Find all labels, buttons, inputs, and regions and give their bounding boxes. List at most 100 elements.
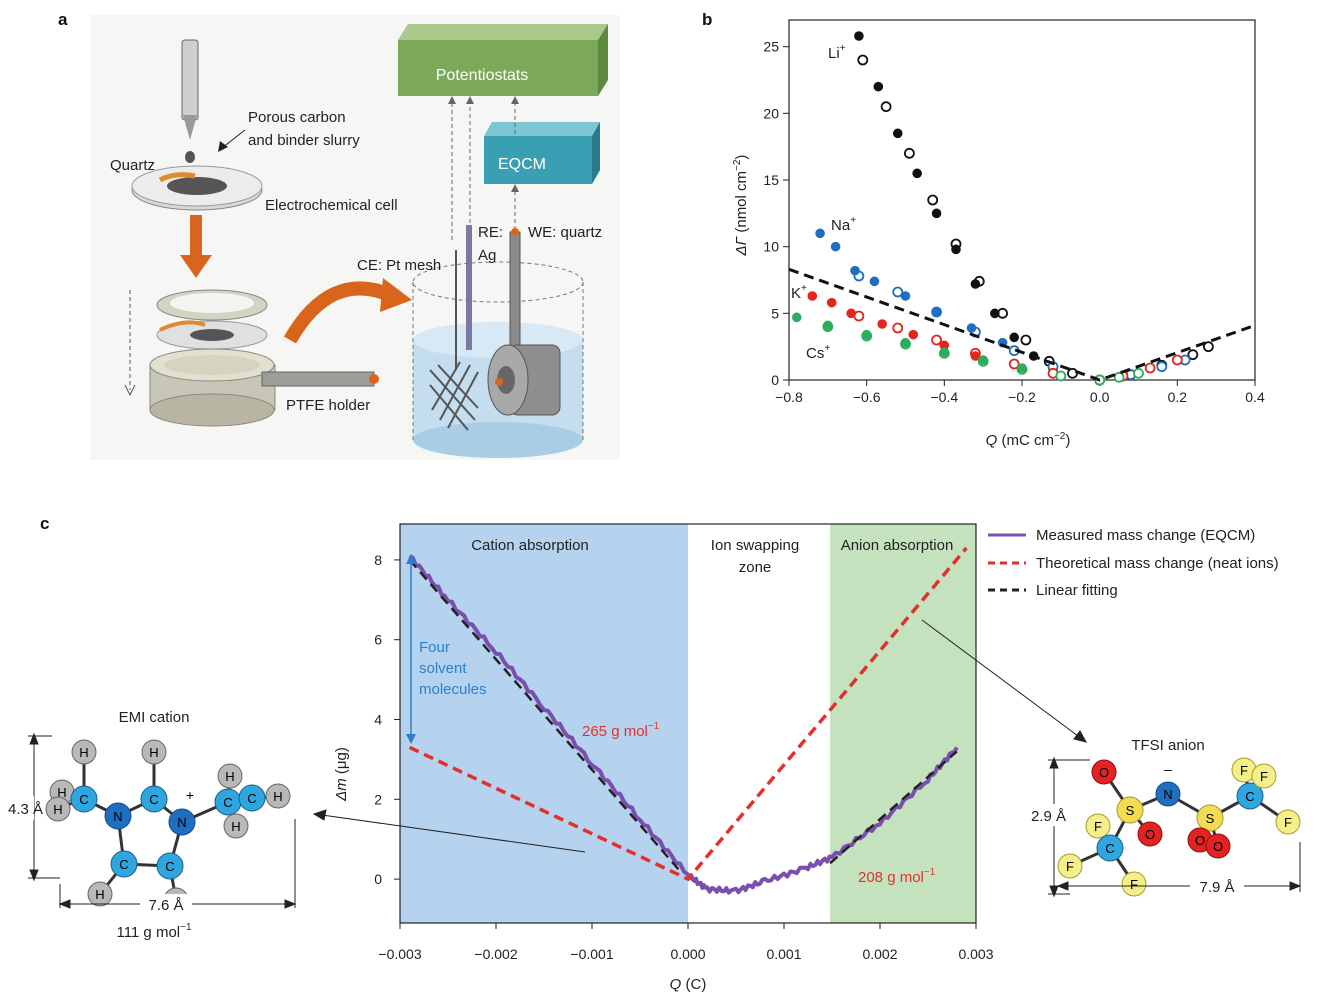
panel-c-legend: Measured mass change (EQCM) Theoretical … [988,527,1279,599]
potentiostats-label: Potentiostats [436,67,529,84]
svg-text:F: F [1240,763,1248,778]
panel-a-labels: Porous carbon and binder slurry Quartz E… [110,109,602,414]
cation-zone [400,524,688,923]
panel-c-x-axis-label: Q (C) [670,976,707,993]
quartz-working-electrode [487,228,561,416]
series-li-filled-point [854,31,864,41]
panel-b-y-axis-label: ΔΓ (nmol cm−2) [732,155,750,257]
svg-text:C: C [149,792,158,807]
panel-b-x-axis-label: Q (mC cm−2) [986,431,1071,449]
svg-text:H: H [149,745,158,760]
transfer-arrow-icon [283,278,412,344]
pt-mesh-electrode [429,250,479,431]
series-li-open-point [1020,334,1032,346]
re-label: RE: [478,224,503,241]
solvent-annotation: Four solvent molecules [406,554,487,744]
x-tick-label: −0.003 [378,946,421,962]
svg-text:F: F [1094,819,1102,834]
series-na-filled-point [815,228,825,239]
svg-text:N: N [177,815,186,830]
series-li-open-point [880,101,892,113]
x-tick-label: −0.001 [570,946,613,962]
linear-fitting-anion-line [829,750,958,865]
series-k-open-point [1171,354,1183,366]
series-na-filled-point [900,291,911,301]
svg-text:N: N [1163,787,1172,802]
k-label: K+ [791,283,807,302]
svg-text:O: O [1145,827,1155,842]
x-tick-label: −0.8 [775,389,803,405]
panel-b-frame [788,19,1256,381]
series-cs-filled-point [861,329,872,340]
quartz-disc [131,165,263,211]
series-cs-filled-point [978,355,988,365]
cation-zone-label: Cation absorption [471,537,589,554]
y-tick-label: 15 [763,172,779,188]
svg-text:C: C [223,795,232,810]
tfsi-title: TFSI anion [1131,737,1204,754]
series-k-filled-point [939,340,950,351]
x-tick-label: 0.003 [958,946,993,962]
series-na-filled-point [830,241,841,252]
svg-text:O: O [1195,833,1205,848]
series-li-filled-point [970,279,981,289]
tfsi-anion-molecule: TFSI anion O N – S O F C F F [1028,737,1302,898]
anion-zone-label: Anion absorption [841,537,954,554]
panel-b-letter: b [702,10,712,29]
svg-text:H: H [57,785,66,800]
tfsi-minus: – [1164,761,1172,777]
linear-fitting-line [408,559,680,870]
legend-measured: Measured mass change (EQCM) [1036,527,1255,544]
series-k-open-point [892,322,904,334]
series-cs-filled-point [1017,363,1027,373]
emi-cation-molecule: EMI cation H H H H C N C [0,709,297,941]
svg-text:C: C [165,859,174,874]
legend-theory: Theoretical mass change (neat ions) [1036,555,1279,572]
y-tick-label: 10 [763,239,779,255]
svg-text:H: H [273,789,282,804]
porous-carbon-label: Porous carbon [248,109,346,126]
series-li-filled-point [892,128,903,139]
cs-label: Cs+ [806,343,830,362]
svg-text:C: C [119,857,128,872]
series-li-open-point [1203,341,1214,353]
series-cs-open-point [1113,371,1125,383]
anion-mw-label: 208 g mol−1 [858,867,936,886]
series-k-open-point [1144,362,1156,374]
down-arrow-icon [180,215,212,278]
y-tick-label: 0 [374,871,382,887]
we-label: WE: quartz [528,224,602,241]
x-tick-label: 0.0 [1090,389,1110,405]
series-na-filled-point [869,276,880,287]
series-cs-filled-point [791,312,802,323]
ptfe-holder-label: PTFE holder [286,397,370,414]
panel-a-letter: a [58,10,68,29]
series-na-filled-point [931,307,942,317]
x-tick-label: −0.2 [1008,389,1036,405]
y-tick-label: 8 [374,552,382,568]
svg-text:C: C [1105,841,1114,856]
ion-labels: Li+ Na+ K+ Cs+ [791,43,856,362]
x-tick-label: 0.000 [670,946,705,962]
solvent-text-3: molecules [419,681,487,698]
eqcm-label: EQCM [498,156,546,173]
x-tick-label: −0.002 [474,946,517,962]
series-k-filled-point [877,319,887,329]
svg-text:H: H [225,769,234,784]
tfsi-height: 2.9 Å [1031,808,1066,825]
series-li-filled-point [912,168,922,179]
series-cs-filled-point [939,347,950,357]
x-tick-label: 0.001 [766,946,801,962]
y-tick-label: 6 [374,632,382,648]
emi-title: EMI cation [119,709,190,726]
ag-reference-electrode [466,225,472,350]
svg-text:H: H [231,819,240,834]
x-tick-label: 0.002 [862,946,897,962]
emi-height: 4.3 Å [8,801,43,818]
series-cs-open-point [1133,367,1144,379]
theoretical-mass-change-neat-ions-line [408,546,968,882]
measured-mass-line [408,554,959,895]
x-tick-label: 0.2 [1168,389,1188,405]
series-na-open-point [1156,361,1168,373]
series-na-filled-point [850,265,860,276]
